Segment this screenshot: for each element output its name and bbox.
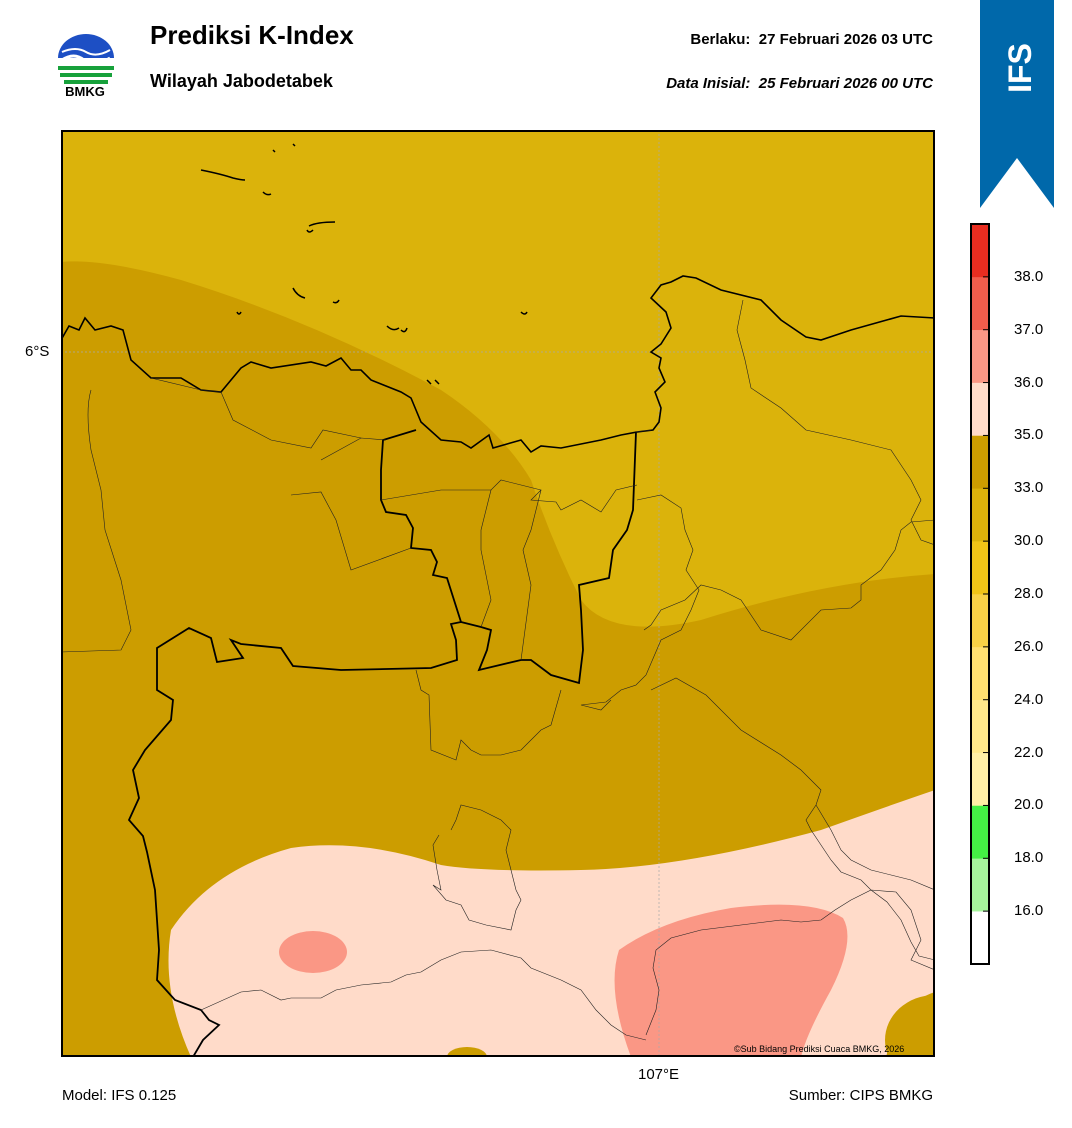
colorbar-tick-label: 36.0 bbox=[1014, 373, 1044, 391]
colorbar-tick-label: 18.0 bbox=[1014, 849, 1044, 867]
colorbar-tick-label: 28.0 bbox=[1014, 585, 1044, 602]
source-label: Sumber: CIPS BMKG bbox=[788, 1087, 933, 1104]
map-frame bbox=[61, 130, 935, 1057]
colorbar-segment bbox=[971, 435, 989, 489]
logo-text: BMKG bbox=[65, 84, 105, 99]
colorbar-segment bbox=[971, 594, 989, 648]
valid-time-label: Berlaku: bbox=[690, 31, 751, 48]
colorbar-tick-label: 22.0 bbox=[1014, 743, 1044, 761]
colorbar-segment bbox=[971, 224, 989, 278]
region-k-36-37-west bbox=[279, 931, 347, 973]
colorbar-segment bbox=[971, 699, 989, 753]
colorbar-tick-label: 24.0 bbox=[1014, 690, 1044, 708]
islands bbox=[200, 143, 528, 385]
ribbon-text: IFS bbox=[1002, 43, 1038, 93]
init-time-value: 25 Februari 2026 00 UTC bbox=[758, 75, 933, 92]
colorbar-tick-label: 37.0 bbox=[1014, 320, 1044, 338]
latitude-label: 6°S bbox=[25, 343, 50, 360]
province-boundary-banten bbox=[127, 621, 462, 1057]
valid-time-value: 27 Februari 2026 03 UTC bbox=[758, 31, 933, 48]
colorbar-segment bbox=[971, 329, 989, 383]
page-title: Prediksi K-Index bbox=[150, 20, 354, 50]
init-time-label: Data Inisial: bbox=[666, 75, 751, 92]
page-subtitle: Wilayah Jabodetabek bbox=[150, 71, 333, 91]
colorbar bbox=[970, 223, 990, 965]
colorbar-segment bbox=[971, 752, 989, 806]
region-k-36-37-east bbox=[614, 904, 848, 1057]
colorbar-tick-label: 33.0 bbox=[1014, 479, 1044, 497]
colorbar-tick-label: 35.0 bbox=[1014, 426, 1044, 444]
region-k-33-35-south bbox=[447, 1047, 487, 1057]
regency-boundaries bbox=[61, 299, 935, 1041]
province-boundary bbox=[380, 429, 637, 685]
ifs-ribbon: IFS bbox=[980, 0, 1054, 208]
colorbar-tick-label: 20.0 bbox=[1014, 796, 1044, 814]
colorbar-tick-label: 26.0 bbox=[1014, 637, 1044, 655]
colorbar-tick-label: 38.0 bbox=[1014, 267, 1044, 285]
init-time: Data Inisial: 25 Februari 2026 00 UTC bbox=[666, 75, 933, 92]
longitude-label: 107°E bbox=[638, 1066, 680, 1083]
colorbar-segment bbox=[971, 488, 989, 542]
colorbar-segment bbox=[971, 276, 989, 331]
coastline bbox=[61, 275, 935, 454]
bmkg-logo-icon bbox=[58, 34, 114, 84]
colorbar-tick-label: 16.0 bbox=[1014, 902, 1044, 920]
colorbar-segment bbox=[971, 541, 989, 595]
model-label: Model: IFS 0.125 bbox=[62, 1087, 177, 1104]
colorbar-tick-label: 30.0 bbox=[1014, 532, 1044, 550]
region-k-33-35-southeast bbox=[885, 995, 935, 1057]
k-index-map bbox=[61, 130, 935, 1057]
colorbar-segment bbox=[971, 911, 989, 965]
copyright-text: ©Sub Bidang Prediksi Cuaca BMKG, 2026 bbox=[734, 1044, 905, 1054]
valid-time: Berlaku: 27 Februari 2026 03 UTC bbox=[690, 31, 933, 48]
colorbar-segment bbox=[971, 858, 989, 912]
colorbar-segment bbox=[971, 382, 989, 436]
colorbar-segment bbox=[971, 805, 989, 859]
colorbar-segment bbox=[971, 646, 989, 701]
